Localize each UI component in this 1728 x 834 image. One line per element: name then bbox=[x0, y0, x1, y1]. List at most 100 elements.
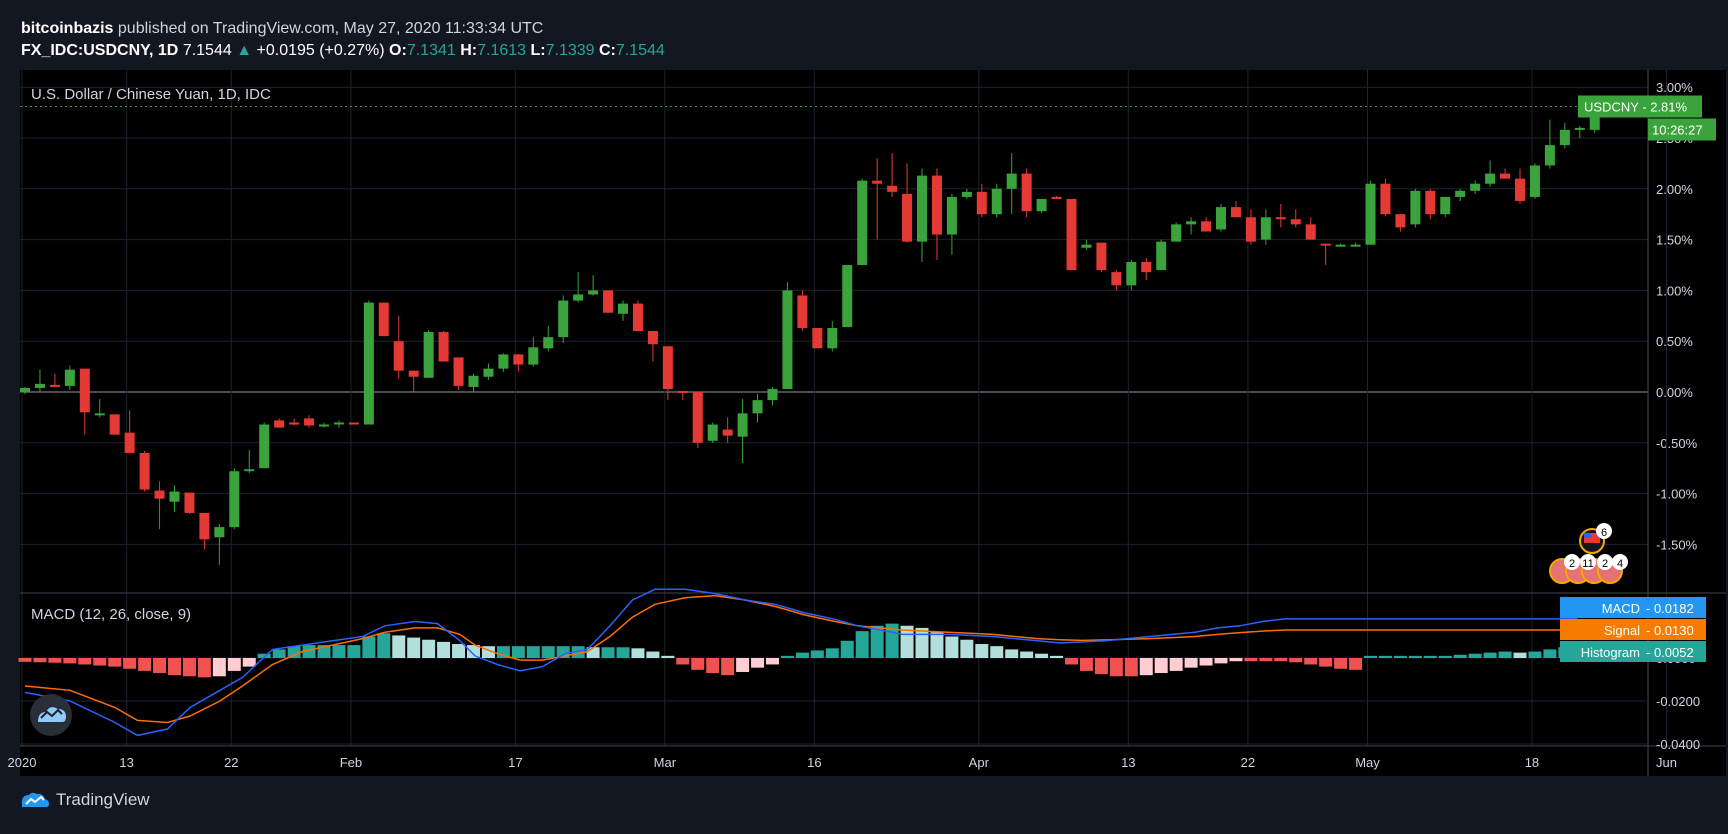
histogram-bar bbox=[1229, 658, 1243, 662]
price-change: +0.0195 (+0.27%) bbox=[256, 42, 385, 59]
time-tick-label: Jun bbox=[1656, 755, 1677, 770]
histogram-bar bbox=[1199, 658, 1213, 666]
watermark-logo-icon[interactable] bbox=[30, 694, 72, 736]
candle-body bbox=[1186, 221, 1197, 225]
candle-body bbox=[34, 383, 45, 388]
histogram-bar bbox=[1543, 649, 1557, 658]
histogram-bar bbox=[511, 646, 525, 658]
candle-body bbox=[946, 196, 957, 235]
candle-body bbox=[1500, 173, 1511, 179]
histogram-bar bbox=[541, 646, 555, 658]
histogram-bar bbox=[1139, 658, 1153, 676]
histogram-bar bbox=[1498, 651, 1512, 658]
histogram-bar bbox=[93, 658, 107, 666]
candle-body bbox=[453, 357, 464, 386]
histogram-bar bbox=[1169, 658, 1183, 671]
histogram-bar bbox=[795, 652, 809, 658]
low-label: L: bbox=[530, 42, 546, 59]
event-markers[interactable] bbox=[1549, 523, 1628, 584]
candle-body bbox=[1021, 173, 1032, 212]
histogram-bar bbox=[1289, 658, 1303, 663]
candle-body bbox=[632, 303, 643, 332]
price-label-box[interactable] bbox=[1578, 95, 1702, 118]
candle-body bbox=[1335, 244, 1346, 247]
symbol-name: FX_IDC:USDCNY, 1D bbox=[21, 42, 179, 59]
candle-body bbox=[1350, 244, 1361, 247]
badge-count-bg bbox=[1612, 554, 1628, 570]
candle-body bbox=[752, 400, 763, 414]
histogram-bar bbox=[751, 658, 765, 668]
candle-body bbox=[79, 368, 90, 413]
candle-body bbox=[49, 384, 60, 387]
histogram-bar bbox=[1453, 654, 1467, 658]
histogram-bar bbox=[736, 658, 750, 672]
candle-body bbox=[707, 424, 718, 441]
histogram-bar bbox=[392, 635, 406, 658]
histogram-bar bbox=[1005, 649, 1019, 658]
histogram-bar bbox=[422, 639, 436, 658]
candle-body bbox=[618, 303, 628, 314]
candle-body bbox=[1559, 129, 1570, 146]
symbol-line: FX_IDC:USDCNY, 1D 7.1544 ▲ +0.0195 (+0.2… bbox=[21, 42, 665, 60]
histogram-bar bbox=[1349, 658, 1363, 670]
candle-body bbox=[408, 370, 419, 377]
histogram-bar bbox=[960, 639, 974, 658]
candle-body bbox=[348, 422, 359, 425]
histogram-bar bbox=[153, 658, 167, 674]
candle-body bbox=[438, 332, 449, 362]
candle-body bbox=[991, 188, 1002, 215]
countdown-text: 10:26:27 bbox=[1652, 123, 1703, 138]
candle-body bbox=[1589, 106, 1600, 130]
histogram-bar bbox=[676, 658, 690, 665]
histogram-bar bbox=[855, 631, 869, 658]
candle-body bbox=[214, 527, 225, 538]
candle-body bbox=[1455, 190, 1466, 197]
histogram-bar bbox=[1035, 653, 1049, 658]
histogram-bar bbox=[706, 658, 720, 674]
histogram-bar bbox=[945, 636, 959, 658]
legend-value: - 0.0052 bbox=[1646, 645, 1694, 660]
candle-body bbox=[767, 388, 778, 401]
flag-canton-icon bbox=[1584, 533, 1591, 538]
candle-body bbox=[782, 290, 793, 389]
candle-body bbox=[1006, 173, 1017, 189]
histogram-bar bbox=[287, 646, 301, 658]
candle-body bbox=[1574, 127, 1585, 130]
histogram-bar bbox=[1274, 658, 1288, 662]
histogram-bar bbox=[631, 648, 645, 658]
histogram-bar bbox=[1408, 655, 1422, 658]
candle-body bbox=[812, 327, 823, 349]
candle-body bbox=[513, 354, 524, 365]
histogram-bar bbox=[272, 649, 286, 658]
time-tick-label: 17 bbox=[508, 755, 522, 770]
histogram-bar bbox=[661, 655, 675, 658]
macd-line bbox=[24, 588, 1578, 737]
histogram-bar bbox=[242, 658, 256, 667]
candle-body bbox=[1216, 207, 1226, 230]
histogram-bar bbox=[1079, 658, 1093, 671]
histogram-bar bbox=[227, 658, 241, 671]
histogram-bar bbox=[48, 658, 62, 663]
candle-body bbox=[872, 180, 883, 184]
macd-title: MACD (12, 26, close, 9) bbox=[31, 606, 191, 623]
candle-body bbox=[378, 302, 389, 337]
badge-count: 11 bbox=[1582, 558, 1593, 570]
author-name[interactable]: bitcoinbazis bbox=[21, 20, 114, 37]
legend-box-histogram bbox=[1560, 641, 1706, 662]
candle-body bbox=[931, 175, 942, 235]
price-axis-background bbox=[1648, 70, 1726, 776]
histogram-bar bbox=[691, 658, 705, 670]
price-tick-label: -1.00% bbox=[1656, 487, 1698, 502]
time-tick-label: 18 bbox=[1525, 755, 1539, 770]
candle-body bbox=[573, 294, 584, 301]
brand-name[interactable]: TradingView bbox=[56, 790, 150, 809]
time-tick-label: Apr bbox=[969, 755, 990, 770]
candle-body bbox=[1290, 219, 1301, 225]
candle-body bbox=[1260, 217, 1271, 240]
candle-body bbox=[94, 413, 105, 416]
price-tick-label: 0.00% bbox=[1656, 385, 1693, 400]
histogram-bar bbox=[1393, 655, 1407, 658]
histogram-bar bbox=[332, 645, 346, 658]
